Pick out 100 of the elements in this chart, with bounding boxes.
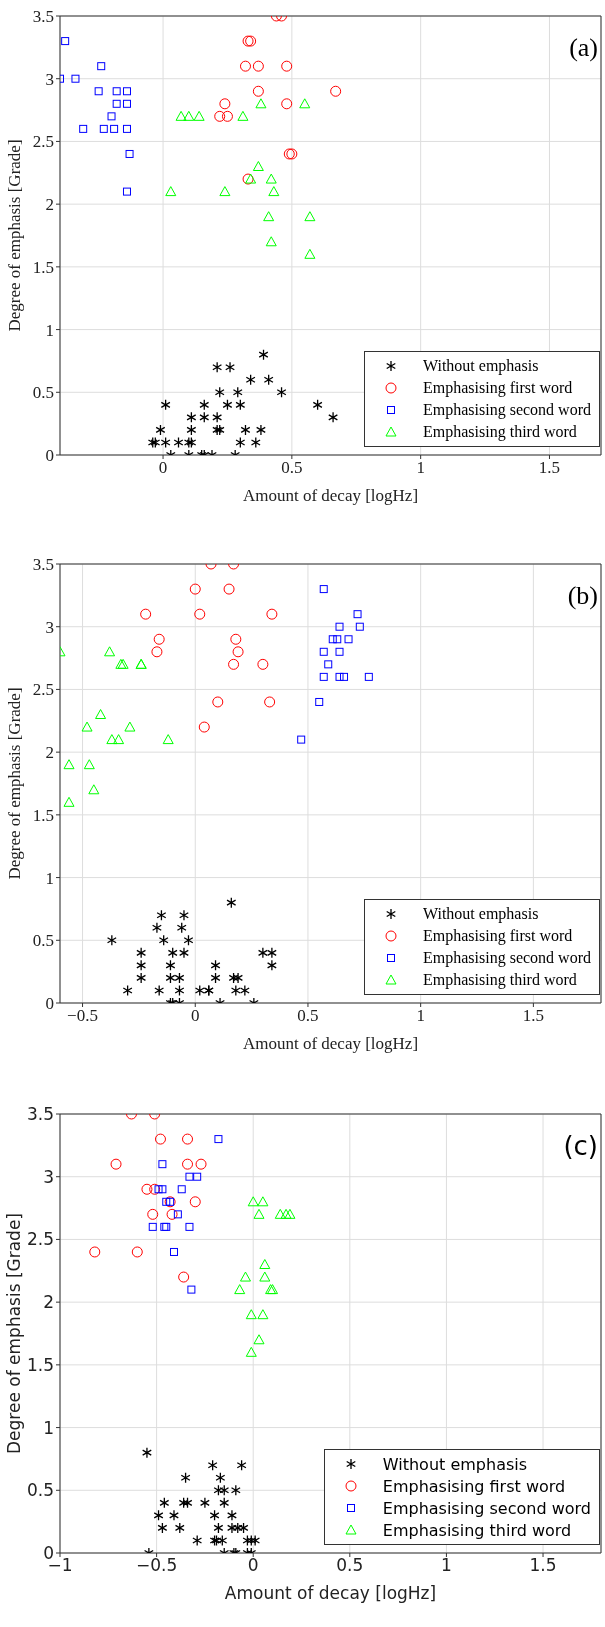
point <box>255 424 266 436</box>
point <box>199 411 210 424</box>
point <box>232 646 244 658</box>
point <box>159 1497 170 1509</box>
point <box>124 721 136 732</box>
point <box>63 796 75 807</box>
point <box>328 411 339 424</box>
point <box>160 399 171 411</box>
point <box>131 1246 143 1258</box>
point <box>185 1222 194 1231</box>
point <box>107 112 116 121</box>
point <box>230 633 242 645</box>
point <box>174 972 185 984</box>
point <box>148 1222 157 1231</box>
y-tick-label: 2 <box>43 1292 54 1313</box>
x-tick-label: 0 <box>247 1555 259 1576</box>
point <box>335 622 344 631</box>
point <box>222 399 233 411</box>
point <box>175 110 187 121</box>
point <box>247 1196 259 1207</box>
point <box>193 110 205 121</box>
point <box>237 110 249 121</box>
x-axis-title: Amount of decay [logHz] <box>242 486 419 505</box>
point <box>183 110 195 121</box>
point <box>212 361 223 373</box>
point <box>240 424 251 436</box>
point <box>182 1158 194 1170</box>
point <box>140 608 152 620</box>
point <box>266 947 277 959</box>
x-axis-title: Amount of decay [logHz] <box>242 1034 419 1053</box>
point <box>153 1509 164 1522</box>
point <box>335 647 344 656</box>
point <box>180 1472 191 1484</box>
x-tick-label: 0 <box>158 458 168 478</box>
point <box>174 1522 185 1534</box>
point <box>221 110 233 122</box>
point <box>276 386 287 398</box>
point <box>170 1247 178 1256</box>
y-tick-label: 1.5 <box>32 257 54 277</box>
y-tick-label: 3 <box>45 69 54 89</box>
point <box>122 99 131 108</box>
point <box>187 1285 196 1294</box>
point <box>257 1196 269 1207</box>
point <box>147 1208 159 1220</box>
point <box>280 1208 292 1219</box>
point <box>257 947 268 959</box>
point <box>215 1472 226 1484</box>
legend-label: Emphasising second word <box>423 949 591 967</box>
point <box>235 399 246 411</box>
point <box>136 947 147 959</box>
point <box>324 660 333 669</box>
point <box>259 1259 271 1270</box>
legend-label: Emphasising third word <box>382 1520 572 1540</box>
y-tick-label: 2.5 <box>32 680 54 700</box>
point <box>185 1172 194 1181</box>
point <box>344 635 353 644</box>
legend-label: Emphasising first word <box>423 379 573 397</box>
point <box>250 436 261 449</box>
y-tick-label: 3 <box>43 1166 54 1187</box>
legend-label: Without emphasis <box>423 905 539 923</box>
point <box>236 1459 247 1471</box>
y-tick-label: 1 <box>45 868 54 888</box>
point <box>122 984 133 997</box>
point <box>81 721 93 732</box>
point <box>189 1196 201 1208</box>
point <box>284 1208 296 1219</box>
point <box>151 646 163 658</box>
point <box>212 411 223 424</box>
point <box>142 1447 152 1459</box>
point <box>281 98 293 110</box>
point <box>88 784 100 795</box>
y-tick-label: 0.5 <box>32 383 54 403</box>
point <box>176 922 187 934</box>
x-tick-label: 1.5 <box>538 458 561 478</box>
point <box>274 1208 286 1219</box>
point <box>192 1534 203 1547</box>
point <box>136 959 147 972</box>
point <box>151 922 162 934</box>
point <box>319 585 328 594</box>
point <box>154 1185 163 1194</box>
point <box>189 583 201 595</box>
point <box>225 361 235 373</box>
point <box>156 909 167 921</box>
point <box>304 248 316 259</box>
x-tick-label: 0 <box>191 1006 200 1026</box>
point <box>266 608 278 620</box>
point <box>71 74 80 83</box>
point <box>265 236 277 247</box>
point <box>265 173 277 184</box>
point <box>253 1208 265 1219</box>
point <box>219 1497 230 1509</box>
x-tick-label: 1.5 <box>522 1006 544 1026</box>
point <box>259 1271 271 1282</box>
point <box>155 424 166 436</box>
legend-label: Emphasising second word <box>423 401 591 419</box>
point <box>183 934 194 946</box>
x-tick-label: 0.5 <box>297 1006 319 1026</box>
point <box>199 399 210 411</box>
point <box>169 1509 179 1522</box>
x-tick-label: 1 <box>416 1006 425 1026</box>
